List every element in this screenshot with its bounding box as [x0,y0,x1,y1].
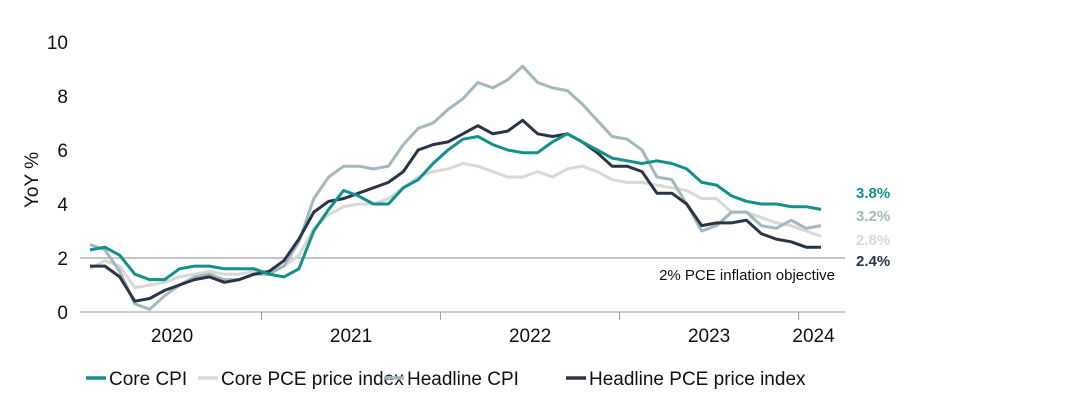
series-line-core-cpi [89,132,822,282]
x-tick-label: 2023 [688,326,730,347]
series-line-core-pce-price-index [89,162,822,290]
x-tick-label: 2024 [792,326,835,347]
legend: Core CPI Core PCE price index Headline CPI… [86,369,806,390]
x-axis: 2020 2021 2022 2023 2024 [80,311,845,347]
y-tick-label: 8 [57,87,68,108]
reference-line-group: 2% PCE inflation objective [80,257,845,284]
reference-line-label: 2% PCE inflation objective [659,267,835,284]
y-tick-label: 0 [57,303,68,324]
y-tick-label: 10 [47,33,68,54]
end-labels: 3.8% 3.2% 2.8% 2.4% [856,185,890,270]
y-tick-label: 2 [57,249,68,270]
y-tick-label: 4 [57,195,68,216]
series-line-headline-cpi [89,64,822,311]
end-label: 3.8% [856,185,890,202]
end-label: 2.4% [856,253,890,270]
legend-label: Core CPI [109,369,187,390]
end-label: 2.8% [856,232,890,249]
end-label: 3.2% [856,208,890,225]
series-line-headline-pce-price-index [90,118,821,303]
y-axis-label: YoY % [22,152,43,208]
legend-label: Core PCE price index [221,369,404,390]
legend-label: Headline PCE price index [589,369,806,390]
legend-label: Headline CPI [407,369,519,390]
y-tick-label: 6 [57,141,68,162]
x-tick-label: 2022 [509,326,551,347]
x-tick-label: 2020 [151,326,193,347]
y-axis-ticks: 0 2 4 6 8 10 [47,33,69,324]
x-tick-label: 2021 [330,326,372,347]
series-lines [89,64,822,311]
